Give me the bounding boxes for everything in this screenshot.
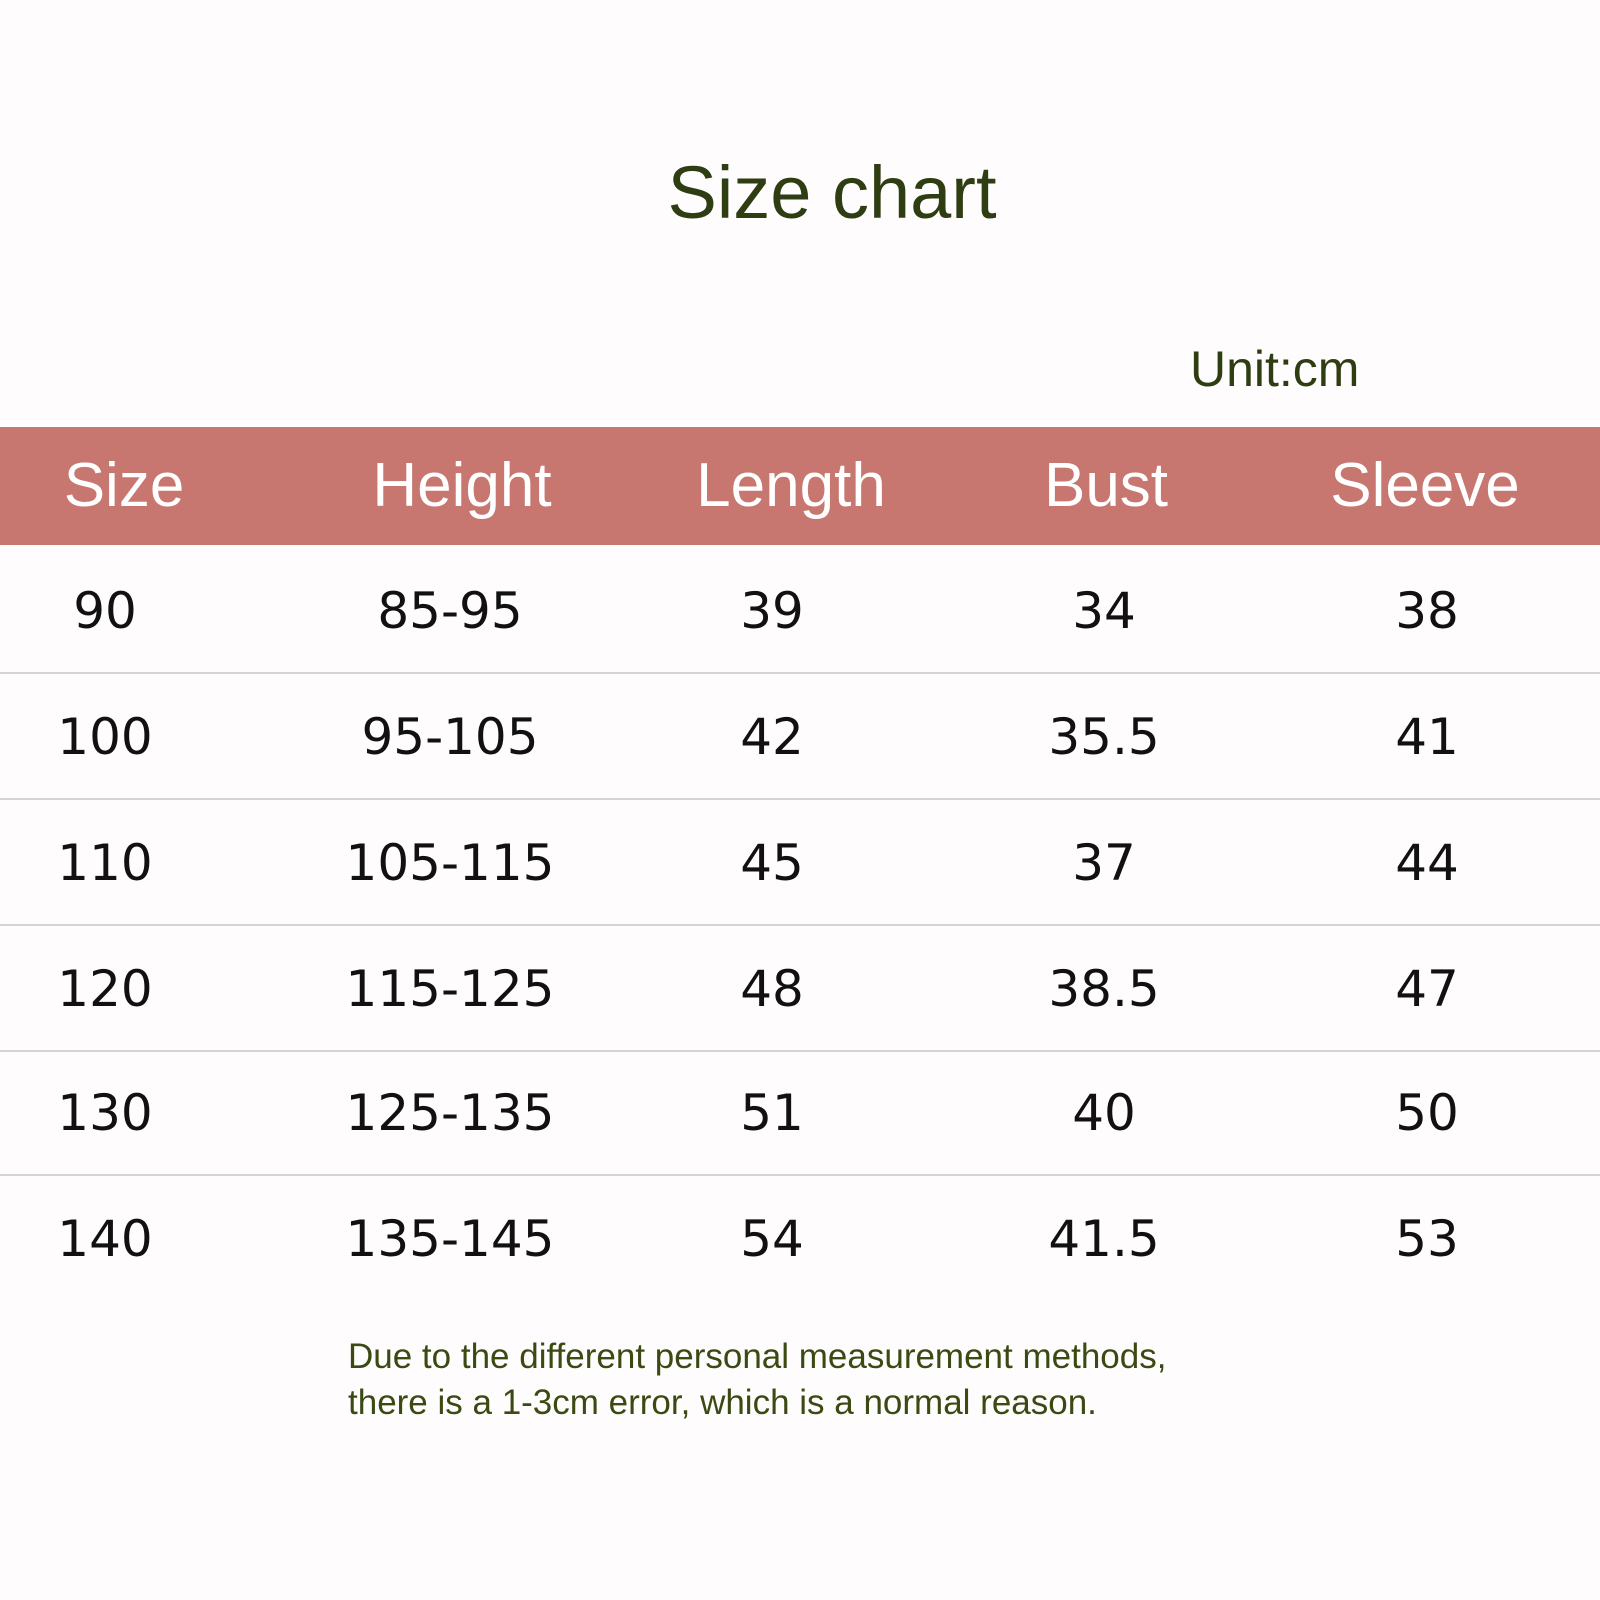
cell-length: 42 bbox=[740, 708, 804, 766]
cell-height: 85-95 bbox=[377, 582, 523, 640]
cell-sleeve: 47 bbox=[1395, 960, 1459, 1018]
cell-bust: 38.5 bbox=[1048, 960, 1160, 1018]
cell-bust: 35.5 bbox=[1048, 708, 1160, 766]
page-title: Size chart bbox=[667, 151, 997, 234]
header-size: Size bbox=[63, 451, 185, 520]
row-divider bbox=[0, 798, 1600, 800]
cell-length: 48 bbox=[740, 960, 804, 1018]
row-divider bbox=[0, 1174, 1600, 1176]
header-sleeve: Sleeve bbox=[1330, 451, 1520, 520]
cell-size: 90 bbox=[73, 582, 137, 640]
cell-height: 125-135 bbox=[345, 1084, 555, 1142]
table-header: Size Height Length Bust Sleeve bbox=[0, 427, 1600, 545]
table-row: 90 85-95 39 34 38 bbox=[0, 548, 1600, 674]
note-line-2: there is a 1-3cm error, which is a norma… bbox=[348, 1383, 1097, 1422]
cell-height: 105-115 bbox=[345, 834, 555, 892]
cell-length: 51 bbox=[740, 1084, 804, 1142]
cell-sleeve: 50 bbox=[1395, 1084, 1459, 1142]
cell-height: 135-145 bbox=[345, 1210, 555, 1268]
cell-bust: 40 bbox=[1072, 1084, 1136, 1142]
table-row: 120 115-125 48 38.5 47 bbox=[0, 926, 1600, 1052]
row-divider bbox=[0, 672, 1600, 674]
cell-size: 140 bbox=[57, 1210, 153, 1268]
cell-bust: 37 bbox=[1072, 834, 1136, 892]
header-length: Length bbox=[696, 451, 886, 520]
cell-length: 39 bbox=[740, 582, 804, 640]
row-divider bbox=[0, 924, 1600, 926]
unit-label: Unit:cm bbox=[1190, 341, 1360, 397]
table-row: 130 125-135 51 40 50 bbox=[0, 1050, 1600, 1176]
note-line-1: Due to the different personal measuremen… bbox=[348, 1337, 1167, 1376]
cell-size: 130 bbox=[57, 1084, 153, 1142]
cell-length: 45 bbox=[740, 834, 804, 892]
cell-sleeve: 53 bbox=[1395, 1210, 1459, 1268]
cell-bust: 34 bbox=[1072, 582, 1136, 640]
header-height: Height bbox=[372, 451, 552, 520]
cell-sleeve: 44 bbox=[1395, 834, 1459, 892]
cell-length: 54 bbox=[740, 1210, 804, 1268]
table-row: 110 105-115 45 37 44 bbox=[0, 800, 1600, 926]
cell-height: 115-125 bbox=[345, 960, 555, 1018]
header-bust: Bust bbox=[1043, 451, 1169, 520]
cell-size: 110 bbox=[57, 834, 153, 892]
table-row: 140 135-145 54 41.5 53 bbox=[0, 1176, 1600, 1302]
cell-bust: 41.5 bbox=[1048, 1210, 1160, 1268]
cell-sleeve: 38 bbox=[1395, 582, 1459, 640]
measurement-note: Due to the different personal measuremen… bbox=[348, 1334, 1166, 1426]
row-divider bbox=[0, 1050, 1600, 1052]
cell-size: 100 bbox=[57, 708, 153, 766]
cell-size: 120 bbox=[57, 960, 153, 1018]
cell-height: 95-105 bbox=[361, 708, 539, 766]
cell-sleeve: 41 bbox=[1395, 708, 1459, 766]
table-row: 100 95-105 42 35.5 41 bbox=[0, 674, 1600, 800]
